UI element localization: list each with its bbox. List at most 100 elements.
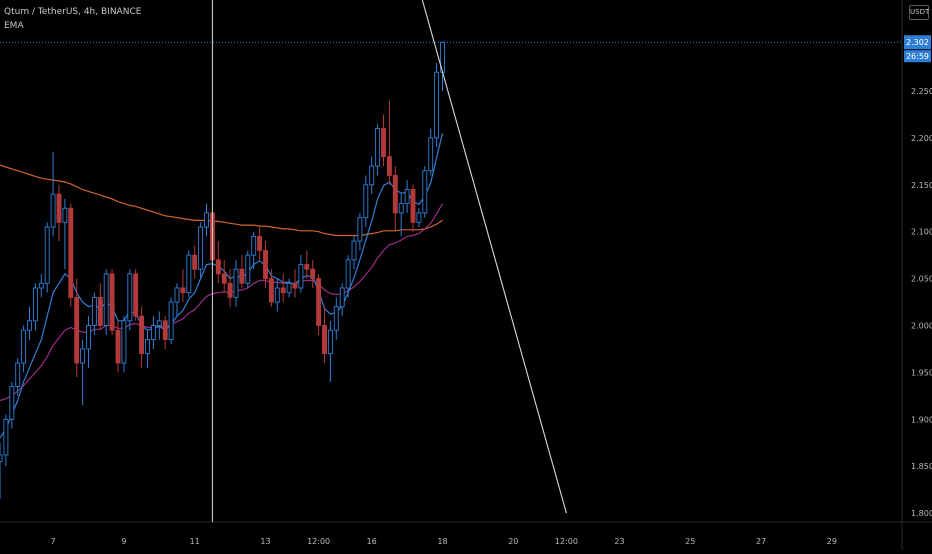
candle: [204, 203, 209, 237]
candle-body: [245, 254, 251, 284]
candle-body: [422, 170, 428, 214]
candle: [27, 306, 32, 340]
candle-body: [215, 259, 221, 275]
price-tick-label: 2.150: [911, 181, 932, 190]
candle: [109, 269, 115, 335]
candle-body: [381, 128, 386, 158]
candle: [221, 259, 227, 293]
ema-mid-line: [0, 203, 444, 402]
candle-body: [162, 320, 168, 341]
candle: [386, 100, 392, 185]
candle-body: [168, 301, 174, 341]
candle: [422, 166, 428, 218]
candle-body: [434, 71, 440, 139]
candle: [398, 194, 404, 237]
candle-body: [32, 287, 38, 322]
candle: [91, 292, 97, 335]
candle-body: [280, 287, 286, 294]
candle-body: [310, 268, 316, 280]
candle-body: [268, 278, 274, 303]
candle: [50, 151, 56, 237]
countdown-badge: [904, 50, 931, 63]
candle-body: [68, 207, 74, 298]
candle: [227, 269, 233, 307]
candle-body: [115, 329, 121, 364]
candle: [180, 269, 186, 303]
candle-body: [74, 296, 80, 364]
candle: [286, 278, 292, 298]
price-tick-label: 2.100: [911, 228, 932, 237]
candle-body: [363, 184, 369, 219]
candle-body: [404, 189, 410, 205]
candle-body: [375, 128, 381, 167]
candle-body: [21, 329, 27, 364]
candle-body: [298, 264, 304, 289]
ema-fast-line: [0, 133, 444, 439]
candle: [74, 278, 80, 378]
candle-body: [416, 212, 422, 223]
candle: [174, 283, 180, 317]
candle: [3, 414, 9, 467]
candle: [369, 156, 375, 195]
candle: [298, 255, 304, 293]
trend-line-drawing[interactable]: [419, 0, 567, 514]
candle: [257, 227, 263, 260]
indicator-legend-ema[interactable]: EMA: [4, 21, 24, 31]
price-tick-label: 2.200: [911, 134, 932, 143]
time-tick-label: 16: [367, 537, 377, 546]
candle: [345, 255, 351, 298]
candle-body: [410, 189, 416, 223]
last-price-value: 2.302: [906, 38, 929, 47]
candle: [156, 311, 162, 340]
candle: [127, 269, 133, 331]
candle-body: [428, 137, 434, 172]
candle: [339, 283, 345, 317]
candle-body: [257, 235, 263, 251]
candle: [115, 320, 121, 373]
candle-body: [345, 259, 351, 289]
candle-body: [80, 348, 86, 364]
candle: [139, 306, 145, 368]
candle-body: [9, 386, 15, 420]
candle: [316, 273, 322, 335]
currency-scale-button[interactable]: USDT: [909, 5, 929, 20]
candle-body: [327, 329, 333, 355]
time-tick-label: 23: [614, 537, 624, 546]
candle-body: [109, 273, 115, 331]
candle: [274, 278, 280, 312]
price-tick-label: 1.900: [911, 415, 932, 424]
candle-body: [186, 254, 192, 294]
candle-body: [150, 325, 156, 341]
price-tick-label: 2.050: [911, 275, 932, 284]
candle-body: [27, 320, 32, 331]
candle: [245, 250, 251, 288]
candle-body: [333, 306, 339, 331]
candle-body: [44, 226, 50, 284]
candle: [357, 212, 363, 251]
candle-body: [198, 226, 204, 270]
price-tick-label: 1.950: [911, 368, 932, 377]
candle: [15, 358, 21, 396]
candle-body: [322, 325, 327, 355]
candle-body: [192, 254, 198, 270]
price-tick-label: 2.250: [911, 87, 932, 96]
candle: [192, 245, 198, 279]
candle-body: [0, 454, 3, 462]
candle: [32, 283, 38, 331]
candle-body: [133, 273, 139, 317]
candle: [233, 259, 239, 307]
candle-body: [357, 217, 363, 242]
candle: [322, 306, 327, 364]
candle-body: [263, 250, 268, 280]
candle-body: [180, 287, 186, 294]
candle-body: [386, 156, 392, 176]
candle-body: [38, 282, 44, 289]
candle: [44, 222, 50, 293]
candle: [416, 208, 422, 228]
candle: [351, 236, 357, 270]
candle-body: [233, 268, 239, 298]
candle: [215, 241, 221, 284]
candle: [392, 166, 398, 232]
